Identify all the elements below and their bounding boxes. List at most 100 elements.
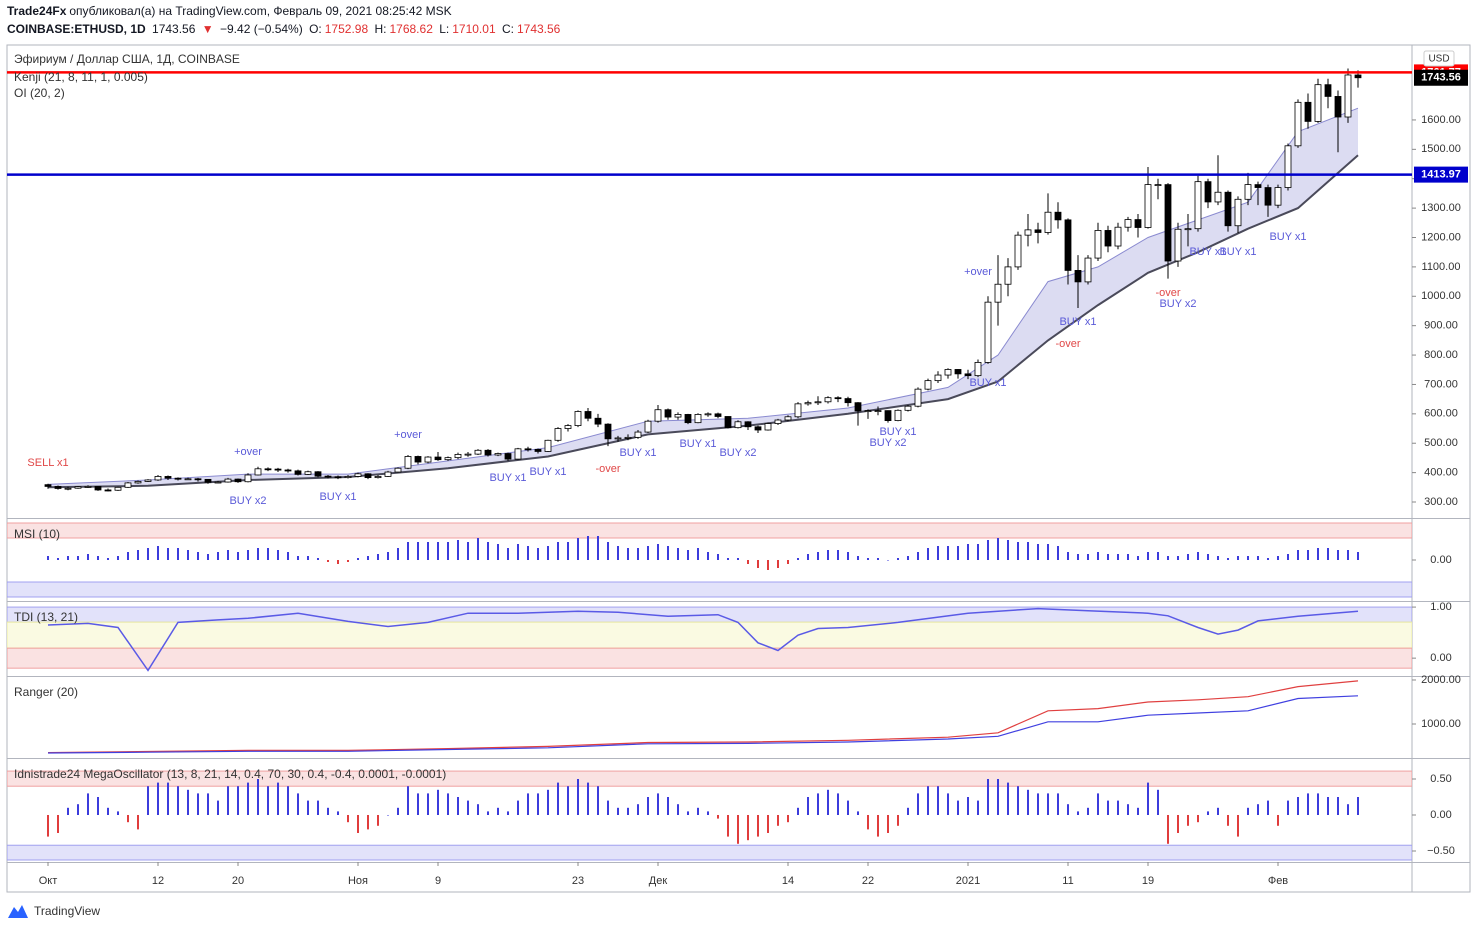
- candle-body: [844, 398, 852, 404]
- histogram-bar: [1337, 796, 1339, 815]
- histogram-bar: [607, 542, 609, 560]
- histogram-bar: [517, 800, 519, 815]
- indicator-line: [47, 680, 1359, 754]
- currency-box: [1423, 50, 1455, 67]
- brand: TradingView: [34, 904, 100, 918]
- histogram-bar: [447, 542, 449, 560]
- histogram-bar: [857, 556, 859, 560]
- candle-body: [744, 421, 752, 428]
- last-price-box: [1414, 69, 1468, 86]
- histogram-bar: [1357, 552, 1359, 560]
- histogram-bar: [677, 804, 679, 815]
- histogram-bar: [767, 560, 769, 570]
- candle-body: [194, 478, 202, 481]
- candle-body: [504, 453, 512, 460]
- histogram-bar: [1207, 554, 1209, 560]
- candle-body: [954, 369, 962, 375]
- histogram-bar: [67, 807, 69, 815]
- candle-body: [374, 476, 382, 479]
- histogram-bar: [777, 814, 779, 826]
- histogram-bar: [937, 546, 939, 560]
- histogram-bar: [957, 546, 959, 560]
- histogram-bar: [527, 793, 529, 815]
- histogram-bar: [1247, 556, 1249, 560]
- histogram-bar: [487, 811, 489, 815]
- signal-label: BUY x2: [1159, 298, 1196, 310]
- histogram-bar: [147, 548, 149, 560]
- candle-body: [764, 423, 772, 431]
- signal-label: BUY x1: [619, 447, 656, 459]
- histogram-bar: [1187, 554, 1189, 560]
- histogram-bar: [587, 536, 589, 560]
- candle-body: [674, 414, 682, 418]
- candle-body: [1354, 74, 1362, 79]
- histogram-bar: [307, 800, 309, 815]
- indicator-title: Kenji (21, 8, 11, 1, 0.005): [14, 70, 148, 84]
- histogram-bar: [167, 782, 169, 815]
- histogram-bar: [507, 811, 509, 815]
- candle-body: [484, 449, 492, 456]
- histogram-bar: [917, 552, 919, 560]
- histogram-bar: [157, 782, 159, 815]
- y-tick-label: 500.00: [1424, 437, 1458, 449]
- candle-body: [1224, 191, 1232, 227]
- y-tick-label: 1600.00: [1421, 114, 1461, 126]
- histogram-bar: [647, 546, 649, 560]
- histogram-bar: [437, 542, 439, 560]
- histogram-bar: [467, 542, 469, 560]
- histogram-bar: [177, 786, 179, 815]
- histogram-bar: [737, 814, 739, 844]
- histogram-bar: [657, 544, 659, 560]
- histogram-bar: [537, 548, 539, 560]
- x-tick-label: Фев: [1268, 875, 1288, 887]
- candle-body: [774, 419, 782, 424]
- candle-body: [184, 478, 192, 481]
- histogram-bar: [1257, 804, 1259, 815]
- high: 1768.62: [389, 22, 433, 36]
- candle-body: [624, 436, 632, 439]
- histogram-bar: [717, 814, 719, 819]
- histogram-bar: [907, 807, 909, 815]
- histogram-bar: [597, 536, 599, 560]
- candle-body: [1154, 184, 1162, 187]
- histogram-bar: [377, 814, 379, 826]
- histogram-bar: [757, 560, 759, 568]
- x-tick-label: Окт: [39, 875, 58, 887]
- histogram-bar: [817, 552, 819, 560]
- pane-title: Idnistrade24 MegaOscillator (13, 8, 21, …: [14, 767, 446, 781]
- histogram-bar: [87, 554, 89, 560]
- y-tick-label: 0.50: [1430, 773, 1451, 785]
- histogram-bar: [717, 554, 719, 560]
- histogram-bar: [1217, 807, 1219, 815]
- candle-body: [344, 476, 352, 479]
- candle-body: [754, 426, 762, 431]
- histogram-bar: [367, 556, 369, 560]
- close-label: C:: [501, 22, 514, 36]
- histogram-bar: [477, 804, 479, 815]
- histogram-bar: [367, 814, 369, 830]
- histogram-bar: [1007, 782, 1009, 815]
- histogram-bar: [1077, 811, 1079, 815]
- histogram-bar: [847, 552, 849, 560]
- histogram-bar: [687, 811, 689, 815]
- band: [7, 522, 1412, 539]
- y-tick-label: 300.00: [1424, 496, 1458, 508]
- histogram-bar: [247, 550, 249, 560]
- band: [7, 581, 1412, 598]
- candle-body: [1124, 219, 1132, 228]
- histogram-bar: [427, 793, 429, 815]
- histogram-bar: [1317, 793, 1319, 815]
- indicator-line: [47, 607, 1359, 672]
- candle-body: [794, 403, 802, 418]
- histogram-bar: [117, 556, 119, 560]
- histogram-bar: [237, 786, 239, 815]
- candle-body: [1044, 211, 1052, 233]
- histogram-bar: [627, 548, 629, 560]
- histogram-bar: [907, 556, 909, 560]
- histogram-bar: [837, 793, 839, 815]
- histogram-bar: [1357, 796, 1359, 815]
- histogram-bar: [777, 560, 779, 568]
- histogram-bar: [257, 779, 259, 815]
- x-tick-label: Ноя: [348, 875, 368, 887]
- indicator-title: OI (20, 2): [14, 86, 65, 100]
